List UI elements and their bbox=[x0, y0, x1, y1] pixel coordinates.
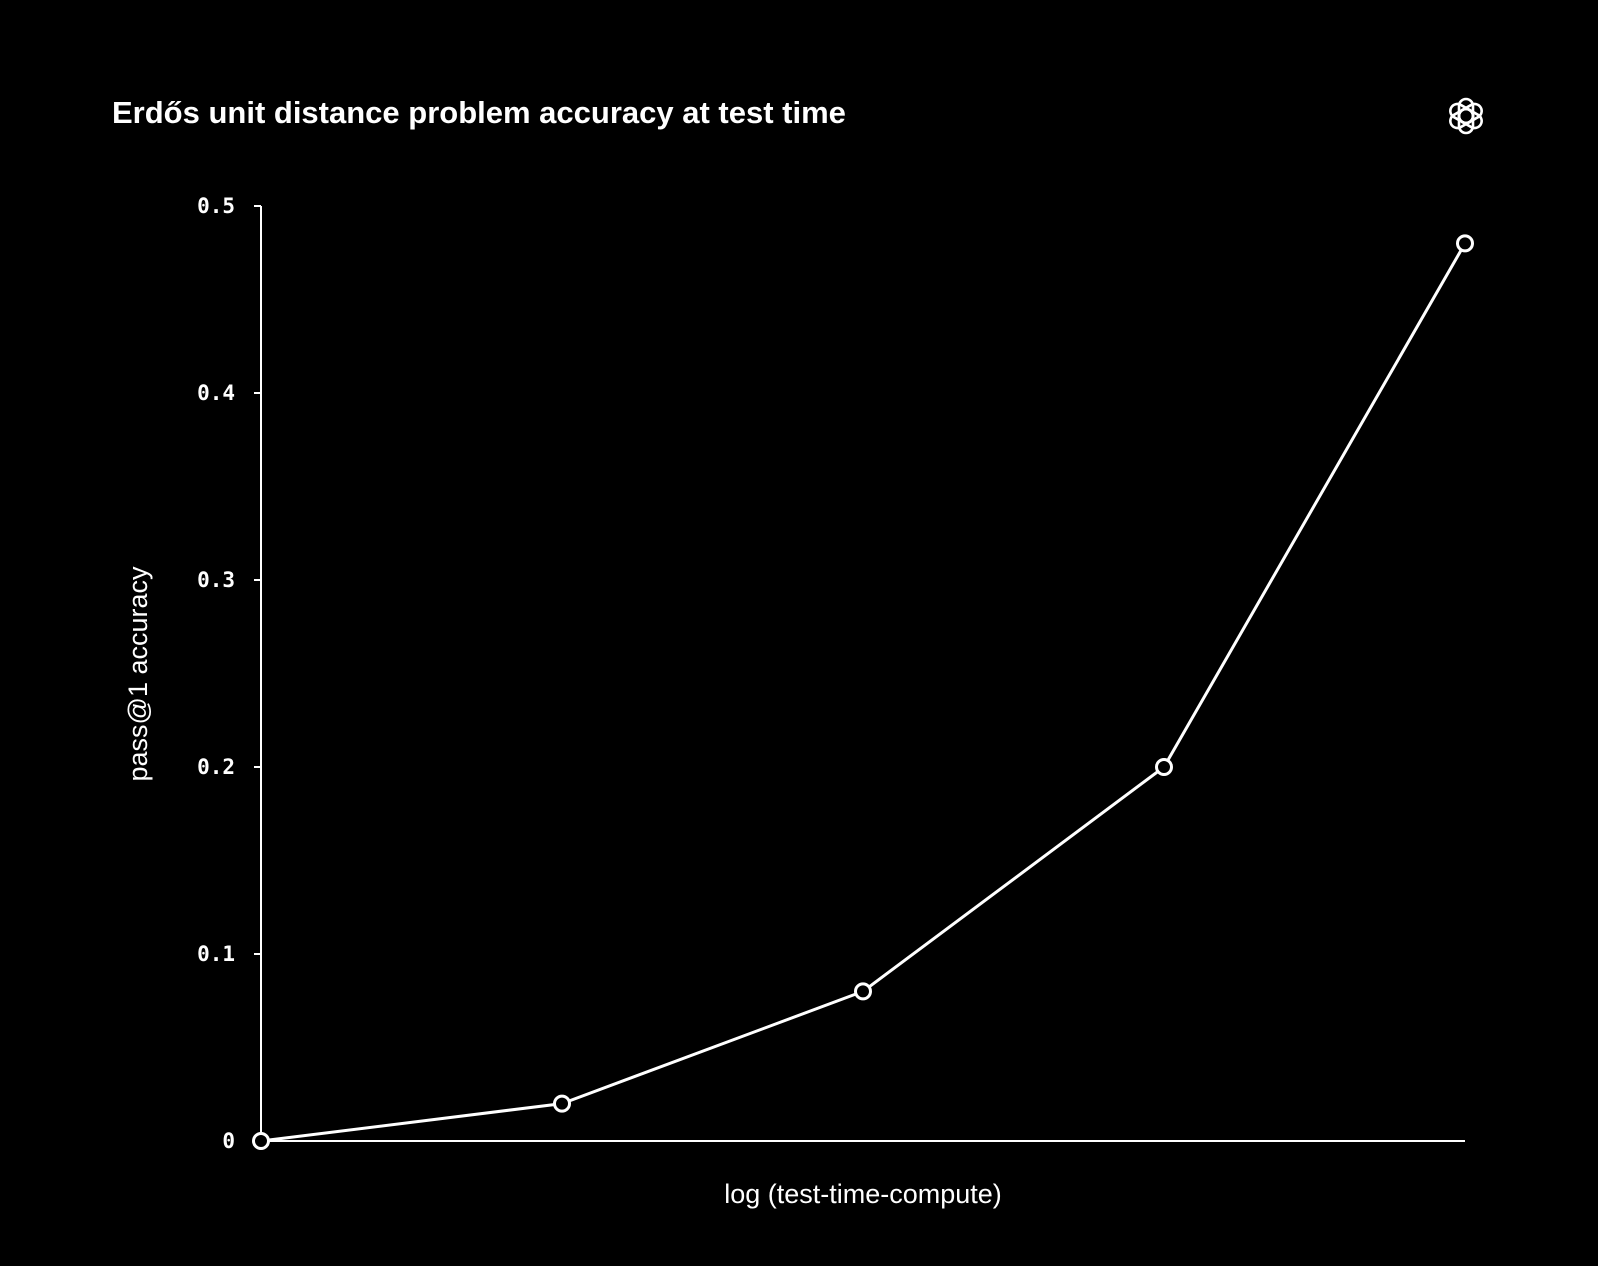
y-ticks: 0 0.1 0.2 0.3 0.4 0.5 bbox=[197, 194, 261, 1153]
y-tick-label: 0.2 bbox=[197, 755, 235, 779]
x-axis-label: log (test-time-compute) bbox=[724, 1179, 1002, 1209]
y-tick-label: 0 bbox=[222, 1129, 235, 1153]
y-axis-label: pass@1 accuracy bbox=[123, 566, 153, 781]
openai-logo-icon bbox=[1449, 97, 1483, 135]
y-tick-label: 0.5 bbox=[197, 194, 235, 218]
series-points bbox=[252, 234, 1474, 1150]
y-tick-label: 0.3 bbox=[197, 568, 235, 592]
series-line bbox=[259, 241, 1467, 1143]
chart-title: Erdős unit distance problem accuracy at … bbox=[112, 95, 846, 130]
data-point bbox=[1456, 234, 1474, 253]
data-point bbox=[553, 1094, 571, 1113]
y-tick-label: 0.1 bbox=[197, 942, 235, 966]
data-point bbox=[854, 982, 872, 1001]
data-point bbox=[252, 1132, 270, 1150]
y-tick-label: 0.4 bbox=[197, 381, 235, 405]
data-point bbox=[1155, 758, 1173, 776]
